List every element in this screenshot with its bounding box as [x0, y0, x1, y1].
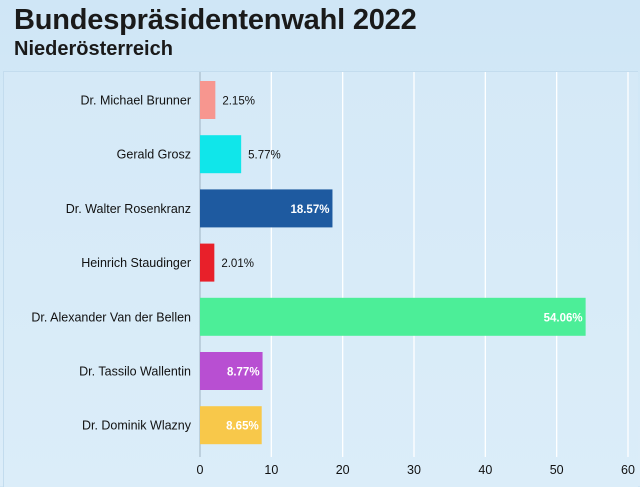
bar [200, 406, 262, 445]
bar-chart: Dr. Michael Brunner 2.15% Gerald Grosz 5.77… [31, 72, 635, 477]
x-tick-label: 10 [264, 463, 278, 477]
x-tick-label: 50 [550, 463, 564, 477]
category-label: Dr. Michael Brunner [81, 94, 191, 108]
chart-panel: Dr. Michael Brunner 2.15% Gerald Grosz 5.77… [3, 71, 638, 487]
bar [200, 189, 333, 228]
bar [200, 243, 215, 282]
value-label: 2.01% [221, 258, 254, 270]
chart-title: Bundespräsidentenwahl 2022 [14, 4, 417, 36]
bar [200, 135, 242, 174]
value-label: 2.15% [222, 96, 255, 108]
x-tick-label: 20 [336, 463, 350, 477]
value-label: 5.77% [248, 150, 281, 162]
x-tick-label: 0 [197, 463, 204, 477]
chart-subtitle: Niederösterreich [14, 38, 173, 60]
category-label: Dr. Alexander Van der Bellen [31, 310, 191, 324]
x-tick-label: 40 [478, 463, 492, 477]
x-tick-label: 30 [407, 463, 421, 477]
category-label: Dr. Walter Rosenkranz [66, 202, 191, 216]
category-label: Dr. Dominik Wlazny [82, 419, 192, 433]
category-label: Gerald Grosz [117, 148, 191, 162]
category-label: Heinrich Staudinger [81, 256, 191, 270]
value-label: 54.06% [544, 312, 583, 324]
value-label: 8.77% [227, 367, 260, 379]
bar [200, 352, 263, 390]
bar [200, 81, 216, 119]
x-tick-label: 60 [621, 463, 635, 477]
category-label: Dr. Tassilo Wallentin [79, 365, 191, 379]
value-label: 18.57% [290, 204, 329, 216]
value-label: 8.65% [226, 421, 259, 433]
bar [200, 297, 586, 336]
